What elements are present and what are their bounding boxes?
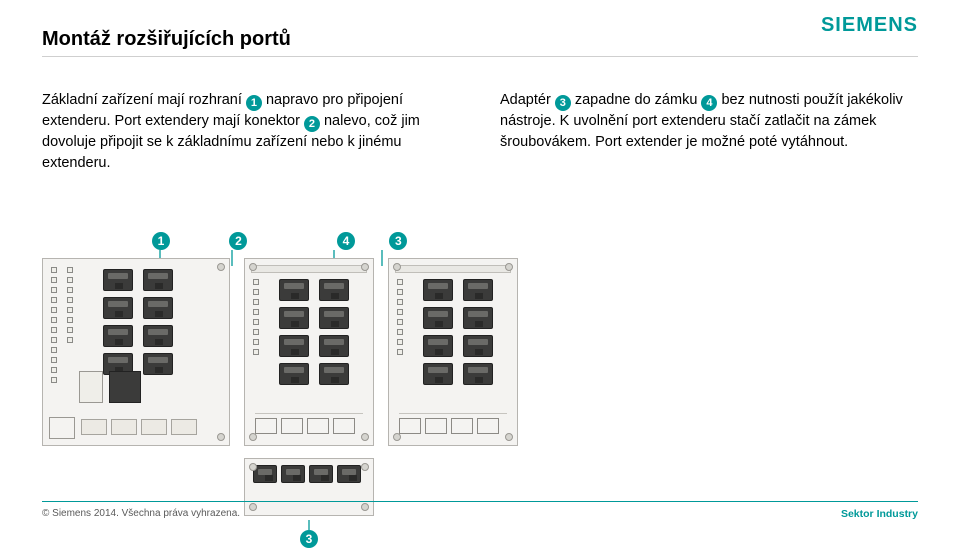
sfp-row <box>81 419 219 435</box>
rj45-port-icon <box>143 269 173 291</box>
screw-icon <box>361 463 369 471</box>
badge-4-icon: 4 <box>701 95 717 111</box>
rj45-port-icon <box>143 325 173 347</box>
screw-icon <box>217 433 225 441</box>
rj45-port-icon <box>423 335 453 357</box>
slide: SIEMENS Montáž rozšiřujících portů Zákla… <box>0 0 960 532</box>
rj45-port-icon <box>423 363 453 385</box>
bottom-strip <box>399 413 507 437</box>
sfp-slot-icon <box>81 419 107 435</box>
rj45-port-icon <box>423 279 453 301</box>
left-column: Základní zařízení mají rozhraní 1 naprav… <box>42 90 460 173</box>
screw-icon <box>249 263 257 271</box>
led-column <box>253 279 259 355</box>
badge-3-icon: 3 <box>555 95 571 111</box>
screw-icon <box>249 433 257 441</box>
rj45-port-icon <box>143 353 173 375</box>
port-extender <box>388 258 518 446</box>
title-divider <box>42 56 918 57</box>
text: zapadne do zámku <box>575 92 698 108</box>
screw-icon <box>249 463 257 471</box>
rj45-port-icon <box>463 279 493 301</box>
body-columns: Základní zařízení mají rozhraní 1 naprav… <box>42 90 918 173</box>
screw-icon <box>505 263 513 271</box>
callout-3b-icon: 3 <box>300 530 318 548</box>
right-column: Adaptér 3 zapadne do zámku 4 bez nutnost… <box>500 90 918 173</box>
rj45-port-icon <box>319 279 349 301</box>
base-unit <box>42 258 230 446</box>
rj45-port-icon <box>319 363 349 385</box>
led-column <box>397 279 403 355</box>
slot-icon <box>333 418 355 434</box>
rj45-port-icon <box>103 297 133 319</box>
slot-icon <box>281 418 303 434</box>
socket-grid <box>423 279 493 385</box>
rj45-port-icon <box>337 465 361 483</box>
rj45-port-icon <box>319 307 349 329</box>
sfp-slot-icon <box>171 419 197 435</box>
slot-icon <box>255 418 277 434</box>
rj45-port-icon <box>279 335 309 357</box>
badge-2-icon: 2 <box>304 116 320 132</box>
label-strip <box>251 265 367 273</box>
screw-icon <box>217 263 225 271</box>
rj45-port-icon <box>463 307 493 329</box>
aux-port-icon <box>109 371 141 403</box>
terminal-block-icon <box>49 417 75 439</box>
plug-port-row <box>245 459 373 489</box>
screw-icon <box>393 263 401 271</box>
bottom-strip <box>255 413 363 437</box>
sfp-slot-icon <box>141 419 167 435</box>
led-column <box>51 267 57 383</box>
port-extender <box>244 258 374 446</box>
rj45-port-icon <box>279 279 309 301</box>
footer: © Siemens 2014. Všechna práva vyhrazena.… <box>42 501 918 520</box>
copyright-text: © Siemens 2014. Všechna práva vyhrazena. <box>42 508 240 519</box>
sector-text: Sektor Industry <box>841 508 918 520</box>
screw-icon <box>361 433 369 441</box>
page-title: Montáž rozšiřujících portů <box>42 28 291 51</box>
slot-icon <box>399 418 421 434</box>
rj45-port-icon <box>319 335 349 357</box>
rj45-port-icon <box>309 465 333 483</box>
rj45-port-icon <box>103 269 133 291</box>
slot-icon <box>307 418 329 434</box>
slot-icon <box>477 418 499 434</box>
screw-icon <box>361 263 369 271</box>
screw-icon <box>393 433 401 441</box>
label-strip <box>395 265 511 273</box>
rj45-port-icon <box>423 307 453 329</box>
rj45-port-icon <box>143 297 173 319</box>
led-column <box>67 267 73 343</box>
text: Základní zařízení mají rozhraní <box>42 92 242 108</box>
rj45-port-icon <box>281 465 305 483</box>
rj45-port-icon <box>279 363 309 385</box>
sfp-slot-icon <box>111 419 137 435</box>
callout-3b: 3 <box>244 520 374 548</box>
slot-icon <box>451 418 473 434</box>
aux-ports <box>79 371 141 403</box>
rj45-port-icon <box>463 335 493 357</box>
siemens-logo: SIEMENS <box>821 14 918 37</box>
aux-port-icon <box>79 371 103 403</box>
slot-icon <box>425 418 447 434</box>
socket-grid <box>279 279 349 385</box>
rj45-port-icon <box>463 363 493 385</box>
footer-divider <box>42 501 918 502</box>
screw-icon <box>505 433 513 441</box>
badge-1-icon: 1 <box>246 95 262 111</box>
rj45-port-icon <box>103 325 133 347</box>
socket-grid <box>103 269 173 375</box>
rj45-port-icon <box>279 307 309 329</box>
text: Adaptér <box>500 92 551 108</box>
